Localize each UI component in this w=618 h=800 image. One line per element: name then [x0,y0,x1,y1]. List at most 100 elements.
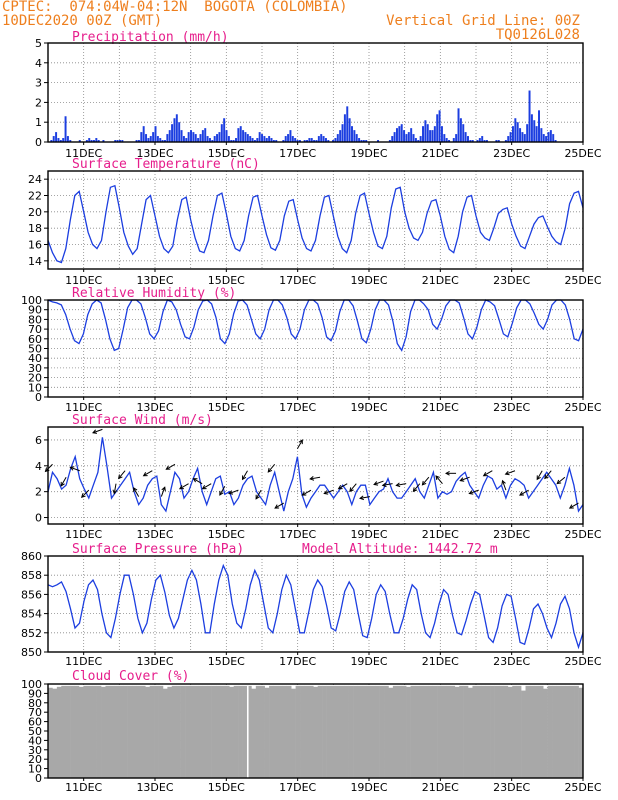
precip-bar [92,140,95,142]
precip-bar [452,138,455,142]
x-tick-label: 15DEC [208,781,245,794]
model-altitude-label: Model Altitude: 1442.72 m [302,542,498,557]
cloud-cover-bar [534,685,540,778]
wind-arrow-shaft [505,470,516,475]
y-tick-label: 2 [35,96,42,109]
x-tick-label: 19DEC [350,655,387,668]
cloud-cover-bar [114,685,120,778]
panel-title: Surface Wind (m/s) [72,413,213,428]
precip-bar [341,124,344,142]
y-tick-label: 1 [35,116,42,129]
cloud-cover-bar [348,685,354,778]
precip-bar [206,136,209,142]
precip-bar [97,140,100,142]
y-tick-label: 858 [21,569,42,582]
precip-bar [265,138,268,142]
y-tick-label: 10 [28,763,42,776]
cloud-cover-bar [339,685,345,778]
precip-bar [538,110,540,142]
wind-arrow-head [92,429,98,434]
precip-bar [526,124,529,142]
y-tick-label: 20 [28,372,42,385]
precip-bar [284,136,287,142]
wind-arrow-head [112,489,118,495]
precip-bar [478,138,481,142]
precip-bar [429,130,432,142]
x-tick-label: 11DEC [65,655,102,668]
wind-arrow [228,489,239,495]
y-tick-label: 18 [28,222,42,235]
x-tick-label: 17DEC [279,274,316,287]
wind-arrow [133,487,140,497]
precip-bar [327,140,330,142]
precip-bar [547,132,550,142]
precip-bar [507,136,510,142]
precip-bar [199,134,202,142]
precip-bar [455,134,458,142]
wind-arrow-head [228,490,234,495]
cloud-cover-bar [498,685,504,778]
cloud-cover-bar [521,690,526,778]
wind-arrow-head [142,472,148,477]
wind-arrow-head [568,504,574,509]
wind-arrow [536,470,543,481]
precip-bar [462,124,465,142]
precip-bar [306,140,308,142]
precip-bar [514,118,517,142]
y-tick-label: 50 [28,725,42,738]
precip-bar [168,130,171,142]
cloud-cover-bar [361,685,367,778]
wind-arrow [117,470,126,480]
precip-bar [320,134,323,142]
wind-arrow-shaft [92,428,103,434]
cloud-cover-bar [565,685,571,778]
cloud-cover-bar [74,685,80,778]
y-tick-label: 0 [35,512,42,525]
wind-arrow-head [536,475,541,481]
header-model-code: TQ0126L028 [495,27,580,43]
cloud-cover-bar [87,685,93,778]
wind-arrow-shaft [310,476,321,480]
precip-bar [519,128,522,142]
panel-title: Precipitation (mm/h) [72,30,229,45]
wind-arrow [267,463,276,473]
y-tick-label: 30 [28,744,42,757]
y-tick-label: 30 [28,362,42,375]
precip-bar [464,132,467,142]
panel-frame [47,170,584,270]
precip-bar [445,138,448,142]
precip-bar [62,138,65,142]
wind-arrow-head [267,467,273,473]
precip-bar [232,140,235,142]
precip-bar [552,134,555,142]
precip-bar [419,136,422,142]
cloud-cover-bar [525,685,531,778]
precip-bar [178,122,181,142]
cloud-cover-bar [353,685,358,778]
cloud-cover-bar [313,686,319,778]
precip-bar [545,136,548,142]
cloud-cover-bar [468,687,473,778]
wind-arrow [80,489,90,498]
y-tick-label: 70 [28,706,42,719]
wind-arrow-shaft [118,470,126,479]
wind-arrow-head [301,491,307,496]
wind-arrow-shaft [359,496,370,499]
cloud-cover-bar [370,685,376,778]
precip-bar [85,140,88,142]
panel-frame [47,555,584,653]
wind-arrow [241,470,248,481]
cloud-cover-bar [423,685,429,778]
precip-bar [516,122,519,142]
wind-arrow [501,479,507,491]
precip-bar [55,132,58,142]
precip-bar [346,106,349,142]
series-line [47,184,584,264]
wind-arrow [112,483,118,495]
y-tick-label: 4 [35,460,42,473]
cloud-cover-bar [96,685,102,778]
cloud-cover-bar [123,685,128,778]
cloud-cover-bar [92,685,97,778]
y-tick-label: 60 [28,716,42,729]
cloud-cover-bar [432,685,438,778]
